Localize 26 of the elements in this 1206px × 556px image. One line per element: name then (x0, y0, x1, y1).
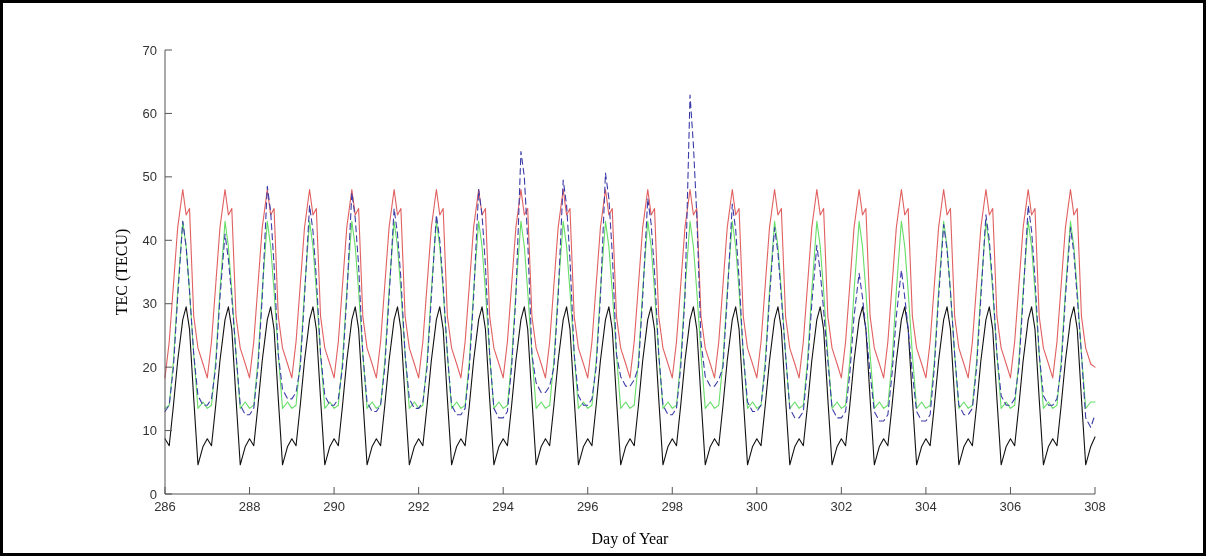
x-tick-label: 306 (999, 499, 1022, 514)
y-tick-label: 70 (142, 42, 157, 58)
x-axis-title: Day of Year (591, 530, 670, 548)
x-tick-label: 288 (238, 499, 261, 514)
x-tick-label: 296 (576, 499, 599, 514)
line-series (164, 94, 1096, 428)
x-tick-label: 302 (830, 499, 853, 514)
y-tick-label: 0 (149, 486, 157, 502)
x-tick-label: 304 (915, 499, 937, 514)
y-tick-label: 50 (142, 169, 157, 185)
x-tick-label: 308 (1084, 499, 1106, 514)
x-tick-label: 294 (492, 499, 515, 514)
line-series (164, 306, 1096, 466)
x-tick-label: 298 (661, 499, 684, 514)
y-tick-label: 20 (142, 359, 157, 375)
y-tick-label: 40 (142, 232, 157, 248)
y-axis-title: TEC (TECU) (113, 228, 131, 316)
line-series (164, 188, 1096, 379)
y-tick-label: 30 (142, 296, 157, 312)
x-tick-label: 300 (745, 499, 768, 514)
y-tick-label: 60 (142, 105, 157, 121)
x-tick-label: 286 (154, 499, 176, 514)
line-series (164, 220, 1096, 409)
x-tick-label: 292 (407, 499, 430, 514)
y-tick-label: 10 (142, 423, 157, 439)
x-tick-label: 290 (323, 499, 345, 514)
